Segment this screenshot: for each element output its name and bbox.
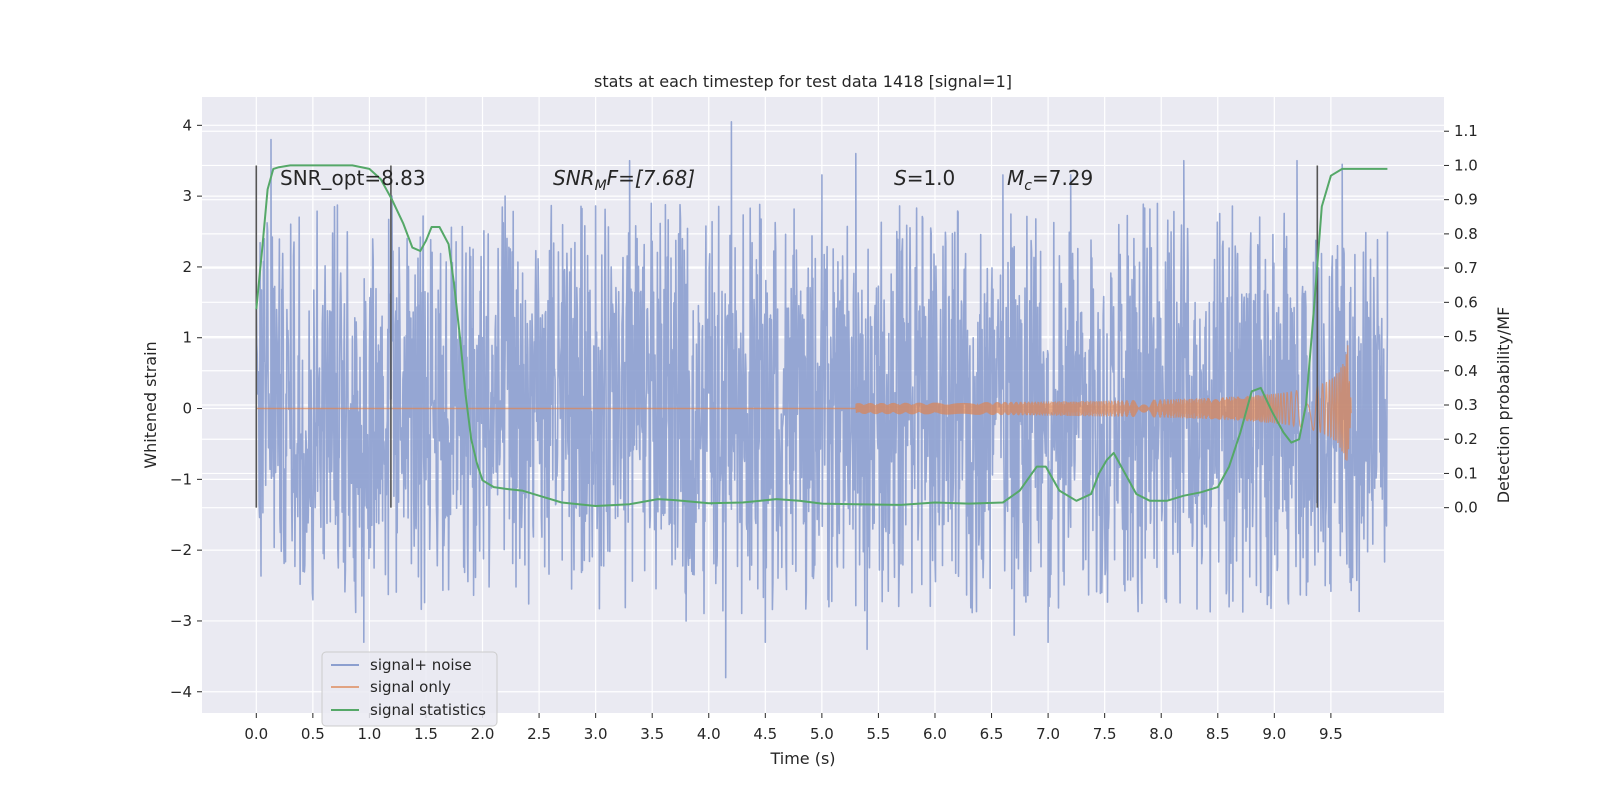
annotation-mc: Mc=7.29 <box>1007 166 1093 194</box>
x-axis-ticks: 0.0 0.5 1.0 1.5 2.0 2.5 3.0 3.5 4.0 4.5 5.0 5.5 6.0 6… <box>244 713 1343 743</box>
legend-label-stat: signal statistics <box>370 701 486 719</box>
y-tick-label: 4 <box>182 116 192 134</box>
annotation-snr-mf: SNRMF=[7.68] <box>553 166 695 194</box>
x-tick-label: 1.5 <box>414 725 438 743</box>
x-tick-label: 4.5 <box>753 725 777 743</box>
x-tick-label: 4.0 <box>697 725 721 743</box>
y-right-tick-label: 0.3 <box>1454 396 1478 414</box>
x-tick-label: 0.0 <box>244 725 268 743</box>
legend-box <box>321 651 498 727</box>
y-tick-label: 2 <box>182 258 192 276</box>
signal-statistics-series <box>255 164 1388 507</box>
y-tick-label: 3 <box>182 187 192 205</box>
x-tick-label: 5.0 <box>810 725 834 743</box>
x-tick-label: 3.0 <box>584 725 608 743</box>
signal-only-series <box>256 345 1352 461</box>
y-axis-label: Whitened strain <box>141 341 160 468</box>
x-tick-label: 2.5 <box>527 725 551 743</box>
x-tick-label: 1.0 <box>357 725 381 743</box>
legend-label-signal: signal only <box>370 678 451 696</box>
y-right-tick-label: 1.1 <box>1454 122 1478 140</box>
x-tick-label: 9.0 <box>1262 725 1286 743</box>
x-tick-label: 3.5 <box>640 725 664 743</box>
x-tick-label: 5.5 <box>866 725 890 743</box>
x-tick-label: 6.5 <box>980 725 1004 743</box>
y-right-tick-label: 0.6 <box>1454 293 1478 311</box>
y-right-tick-label: 0.8 <box>1454 225 1478 243</box>
y-tick-label: 0 <box>182 400 192 418</box>
vertical-markers <box>255 165 1319 508</box>
y-tick-label: 1 <box>182 329 192 347</box>
y-right-tick-label: 0.9 <box>1454 191 1478 209</box>
x-tick-label: 8.0 <box>1149 725 1173 743</box>
annotation-s: S=1.0 <box>894 166 955 190</box>
x-tick-label: 7.0 <box>1036 725 1060 743</box>
y-right-tick-label: 0.0 <box>1454 499 1478 517</box>
annotation-snr-opt: SNR_opt=8.83 <box>280 166 426 190</box>
y-right-tick-label: 1.0 <box>1454 156 1478 174</box>
legend: signal+ noise signal only signal statist… <box>321 651 498 727</box>
y-tick-label: −1 <box>170 470 192 488</box>
y-tick-label: −2 <box>170 541 192 559</box>
y-right-tick-label: 0.5 <box>1454 328 1478 346</box>
y-right-tick-label: 0.4 <box>1454 362 1478 380</box>
y-right-tick-label: 0.1 <box>1454 464 1478 482</box>
x-tick-label: 8.5 <box>1206 725 1230 743</box>
chart-title: stats at each timestep for test data 141… <box>594 72 1012 91</box>
signal-statistics-line <box>255 164 1388 507</box>
y-tick-label: −4 <box>170 683 192 701</box>
y-right-tick-label: 0.7 <box>1454 259 1478 277</box>
y-axis-right-ticks: 0.0 0.1 0.2 0.3 0.4 0.5 0.6 0.7 0.8 0.9 1.0 1.1 <box>1444 122 1478 517</box>
chirp-line <box>855 345 1352 461</box>
x-tick-label: 6.0 <box>923 725 947 743</box>
x-tick-label: 7.5 <box>1093 725 1117 743</box>
y-tick-label: −3 <box>170 612 192 630</box>
x-axis-label: Time (s) <box>769 749 835 768</box>
legend-label-noise: signal+ noise <box>370 656 472 674</box>
x-tick-label: 9.5 <box>1319 725 1343 743</box>
y-right-tick-label: 0.2 <box>1454 430 1478 448</box>
x-tick-label: 0.5 <box>301 725 325 743</box>
y-axis-right-label: Detection probability/MF <box>1494 307 1513 504</box>
y-axis-left-ticks: −4 −3 −2 −1 0 1 2 3 4 <box>170 116 202 701</box>
x-tick-label: 2.0 <box>471 725 495 743</box>
